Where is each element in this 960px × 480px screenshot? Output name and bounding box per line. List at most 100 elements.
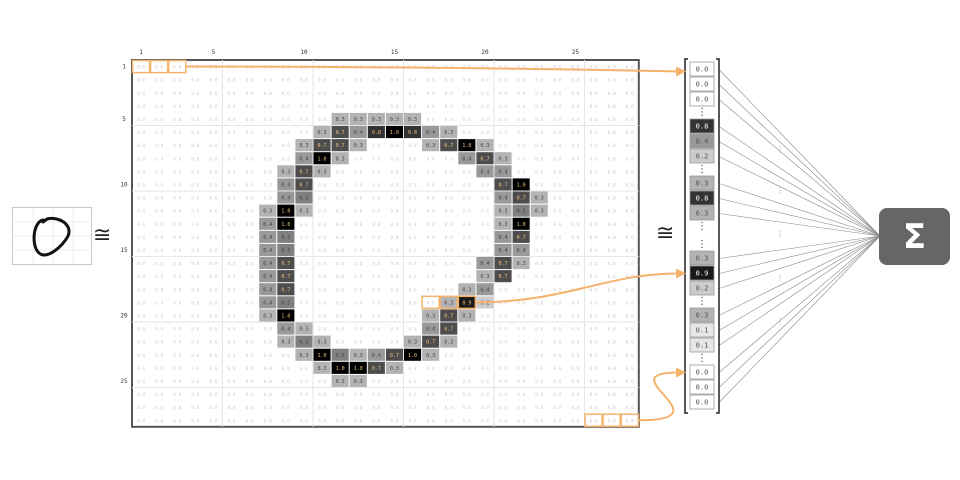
pixel-value-zero: 0.0 bbox=[264, 418, 272, 424]
pixel-value-zero: 0.0 bbox=[589, 261, 597, 267]
pixel-value-zero: 0.0 bbox=[137, 274, 145, 280]
pixel-value-zero: 0.0 bbox=[445, 169, 453, 175]
pixel-value-zero: 0.0 bbox=[155, 287, 163, 293]
pixel-value-zero: 0.0 bbox=[535, 366, 543, 372]
pixel-value-zero: 0.0 bbox=[535, 104, 543, 110]
pixel-value-zero: 0.0 bbox=[553, 222, 561, 228]
pixel-value-zero: 0.0 bbox=[571, 196, 579, 202]
pixel-value-zero: 0.0 bbox=[427, 209, 435, 215]
vector-cell bbox=[689, 364, 715, 380]
pixel-cell bbox=[295, 204, 313, 217]
pixel-value-zero: 0.0 bbox=[336, 248, 344, 254]
pixel-cell bbox=[349, 361, 367, 374]
pixel-value-zero: 0.0 bbox=[553, 327, 561, 333]
pixel-value-zero: 0.0 bbox=[137, 261, 145, 267]
pixel-value-zero: 0.0 bbox=[155, 248, 163, 254]
pixel-value: 0.4 bbox=[480, 287, 489, 293]
pixel-value: 0.4 bbox=[263, 287, 272, 293]
pixel-value-zero: 0.0 bbox=[499, 313, 507, 319]
pixel-value-zero: 0.0 bbox=[137, 366, 145, 372]
pixel-value-zero: 0.0 bbox=[300, 104, 308, 110]
vector-value: 0.4 bbox=[696, 138, 709, 146]
pixel-value: 1.0 bbox=[318, 353, 327, 359]
pixel-value-zero: 0.0 bbox=[571, 274, 579, 280]
pixel-value: 0.3 bbox=[426, 143, 435, 149]
pixel-value-zero: 0.0 bbox=[372, 261, 380, 267]
pixel-value-zero: 0.0 bbox=[408, 327, 416, 333]
pixel-value-zero: 0.0 bbox=[209, 78, 217, 84]
pixel-value-zero: 0.0 bbox=[137, 340, 145, 346]
pixel-cell bbox=[277, 309, 295, 322]
pixel-value-zero: 0.0 bbox=[336, 196, 344, 202]
weight-line bbox=[718, 235, 881, 274]
pixel-value-zero: 0.0 bbox=[137, 300, 145, 306]
pixel-value-zero: 0.0 bbox=[481, 78, 489, 84]
pixel-value-zero: 0.0 bbox=[191, 209, 199, 215]
pixel-value-zero: 0.0 bbox=[137, 78, 145, 84]
vector-value: 0.2 bbox=[696, 153, 709, 161]
pixel-value-zero: 0.0 bbox=[608, 327, 616, 333]
pixel-value-zero: 0.0 bbox=[300, 274, 308, 280]
pixel-value: 0.4 bbox=[462, 156, 471, 162]
pixel-cell bbox=[494, 152, 512, 165]
pixel-cell bbox=[404, 348, 422, 361]
pixel-value-zero: 0.0 bbox=[589, 65, 597, 71]
pixel-value-zero: 0.0 bbox=[372, 143, 380, 149]
sigma-symbol: Σ bbox=[902, 216, 927, 257]
pixel-value-zero: 0.0 bbox=[608, 405, 616, 411]
pixel-value-zero: 0.0 bbox=[499, 130, 507, 136]
pixel-value-zero: 0.0 bbox=[372, 287, 380, 293]
pixel-value: 0.7 bbox=[281, 274, 290, 280]
pixel-value-zero: 0.0 bbox=[191, 261, 199, 267]
pixel-value-zero: 0.0 bbox=[553, 235, 561, 241]
pixel-value-zero: 0.0 bbox=[427, 235, 435, 241]
vector-value: 0.8 bbox=[696, 195, 709, 203]
pixel-value-zero: 0.0 bbox=[481, 353, 489, 359]
pixel-value-zero: 0.0 bbox=[137, 353, 145, 359]
pixel-value-zero: 0.0 bbox=[408, 300, 416, 306]
pixel-value-zero: 0.0 bbox=[246, 418, 254, 424]
pixel-value-zero: 0.0 bbox=[137, 156, 145, 162]
pixel-value-zero: 0.0 bbox=[246, 287, 254, 293]
vector-value: 0.0 bbox=[696, 66, 709, 74]
highlighted-pixel bbox=[149, 59, 169, 74]
pixel-value-zero: 0.0 bbox=[571, 130, 579, 136]
pixel-value-zero: 0.0 bbox=[445, 261, 453, 267]
pixel-value: 0.3 bbox=[462, 287, 471, 293]
pixel-value-zero: 0.0 bbox=[318, 91, 326, 97]
pixel-value-zero: 0.0 bbox=[626, 196, 634, 202]
pixel-value-zero: 0.0 bbox=[535, 65, 543, 71]
connection-ellipsis: ⋮ bbox=[776, 186, 784, 195]
pixel-value-zero: 0.0 bbox=[372, 248, 380, 254]
pixel-value-zero: 0.0 bbox=[445, 392, 453, 398]
pixel-value-zero: 0.0 bbox=[354, 418, 362, 424]
vector-value: 0.1 bbox=[696, 327, 709, 335]
pixel-value-zero: 0.0 bbox=[499, 379, 507, 385]
pixel-value-zero: 0.0 bbox=[137, 117, 145, 123]
pixel-value-zero: 0.0 bbox=[173, 248, 181, 254]
pixel-cell bbox=[494, 257, 512, 270]
pixel-value-zero: 0.0 bbox=[209, 169, 217, 175]
pixel-value-zero: 0.0 bbox=[227, 353, 235, 359]
pixel-value-zero: 0.0 bbox=[626, 261, 634, 267]
pixel-value-zero: 0.0 bbox=[155, 418, 163, 424]
pixel-value-zero: 0.0 bbox=[173, 117, 181, 123]
connection-ellipsis: ⋮ bbox=[776, 273, 784, 282]
pixel-value-zero: 0.0 bbox=[589, 143, 597, 149]
pixel-cell bbox=[313, 139, 331, 152]
pixel-value-zero: 0.0 bbox=[499, 418, 507, 424]
pixel-value: 0.3 bbox=[499, 156, 508, 162]
pixel-value-zero: 0.0 bbox=[445, 78, 453, 84]
weight-connections: ⋮ ⋮ ⋮ ⋮ ⋮ bbox=[718, 69, 881, 403]
pixel-value-zero: 0.0 bbox=[553, 104, 561, 110]
pixel-value-zero: 0.0 bbox=[408, 196, 416, 202]
pixel-cell bbox=[277, 296, 295, 309]
pixel-value-zero: 0.0 bbox=[155, 182, 163, 188]
pixel-cell bbox=[313, 335, 331, 348]
pixel-value-zero: 0.0 bbox=[390, 418, 398, 424]
vector-value: 0.2 bbox=[696, 285, 709, 293]
connection-ellipsis: ⋮ bbox=[776, 230, 784, 239]
weight-line bbox=[718, 84, 881, 237]
pixel-value: 0.3 bbox=[499, 209, 508, 215]
pixel-value-zero: 0.0 bbox=[390, 143, 398, 149]
